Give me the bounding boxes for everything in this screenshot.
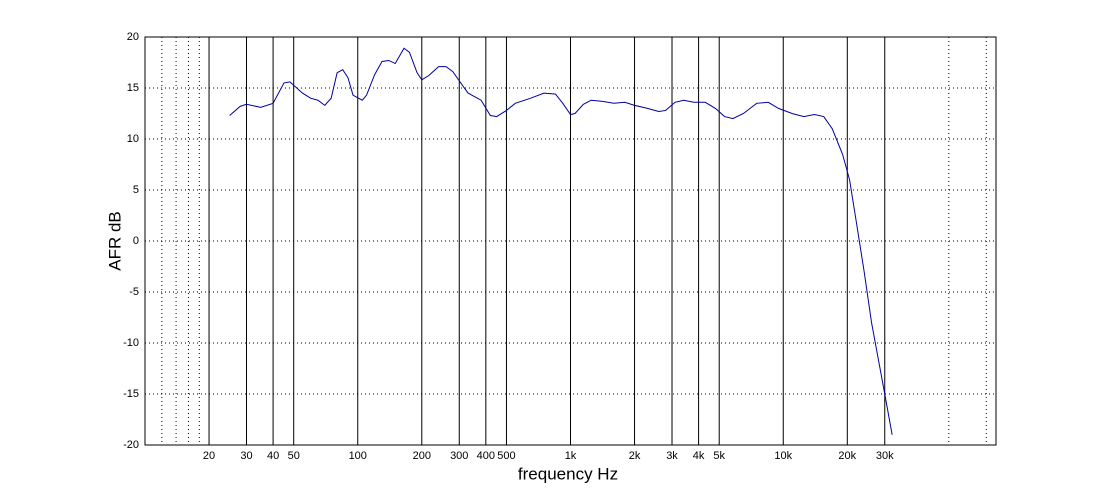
x-axis-label: frequency Hz [518, 464, 618, 483]
response-line [229, 47, 893, 435]
y-tick-label: 10 [127, 133, 139, 145]
x-tick-label: 50 [288, 450, 300, 462]
y-tick-label: -20 [123, 439, 139, 451]
plot-frame [144, 36, 997, 446]
y-axis-label: AFR dB [105, 211, 124, 271]
x-tick-label: 20k [838, 450, 856, 462]
x-tick-label: 5k [713, 450, 725, 462]
x-tick-label: 20 [203, 450, 215, 462]
x-tick-label: 200 [413, 450, 431, 462]
x-tick-label: 2k [629, 450, 641, 462]
x-tick-label: 500 [497, 450, 515, 462]
x-tick-label: 40 [267, 450, 279, 462]
y-tick-label: 5 [133, 184, 139, 196]
y-tick-label: -15 [123, 388, 139, 400]
x-tick-label: 300 [450, 450, 468, 462]
x-tick-label: 10k [774, 450, 792, 462]
x-tick-label: 30k [876, 450, 894, 462]
y-tick-label: -10 [123, 337, 139, 349]
y-tick-label: 15 [127, 82, 139, 94]
y-tick-label: 0 [133, 235, 139, 247]
x-tick-label: 400 [477, 450, 495, 462]
x-tick-label: 4k [693, 450, 705, 462]
x-tick-label: 1k [565, 450, 577, 462]
x-tick-label: 3k [666, 450, 678, 462]
x-tick-label: 30 [240, 450, 252, 462]
y-tick-label: -5 [129, 286, 139, 298]
x-tick-label: 100 [349, 450, 367, 462]
y-tick-label: 20 [127, 31, 139, 43]
